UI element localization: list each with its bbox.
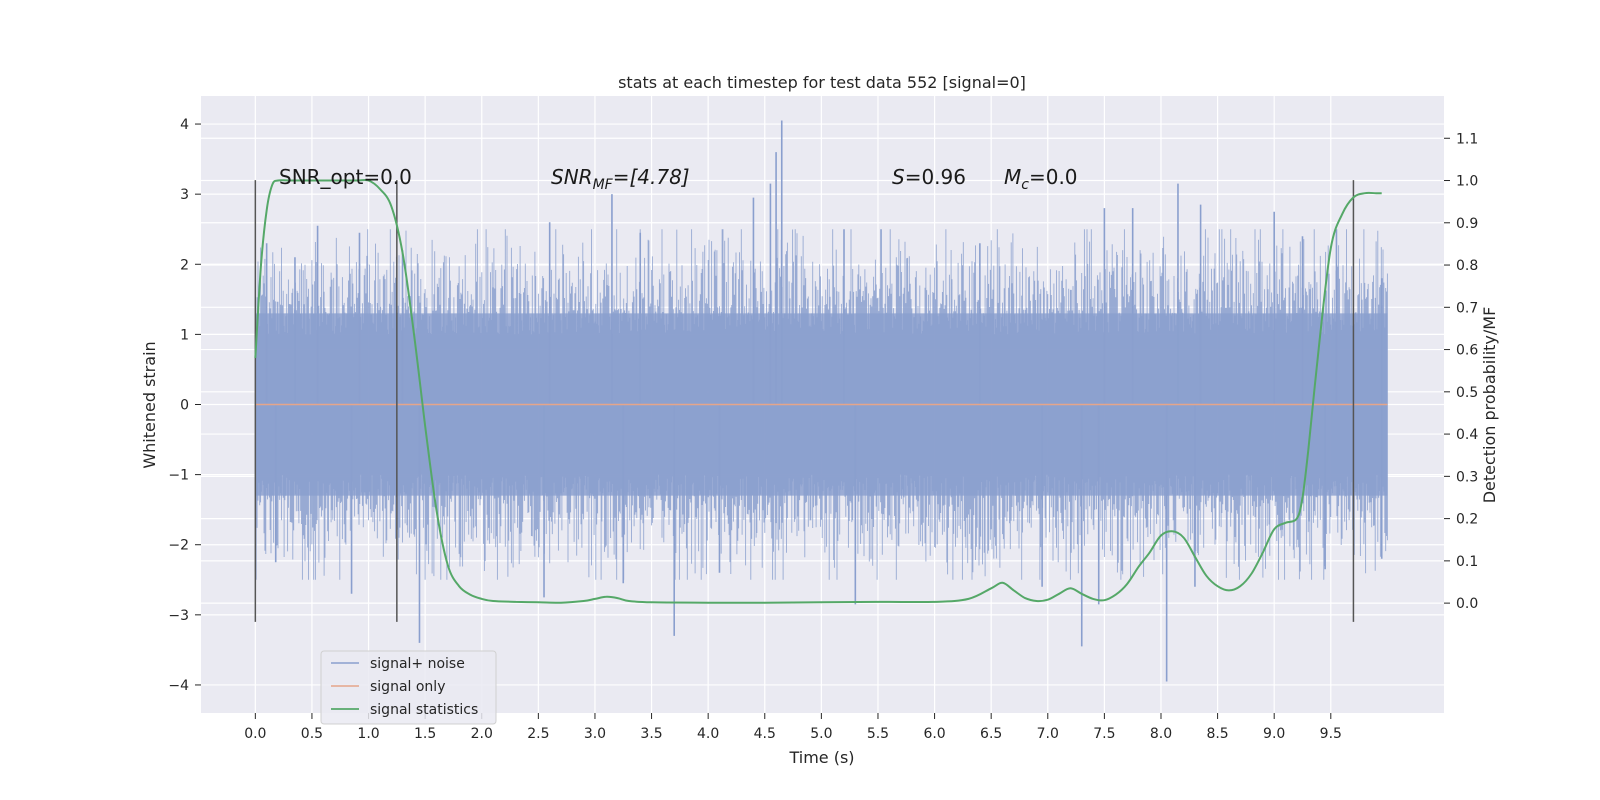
x-tick-label: 7.0	[1037, 726, 1059, 742]
annotation-s-value: =0.96	[905, 165, 966, 189]
stat-layer	[254, 178, 1382, 604]
x-tick-label: 1.5	[414, 726, 436, 742]
x-axis-label: Time (s)	[788, 748, 854, 767]
y-right-tick-label: 0.9	[1456, 216, 1478, 232]
chart-title: stats at each timestep for test data 552…	[618, 73, 1026, 92]
x-tick-label: 2.0	[471, 726, 493, 742]
x-tick-label: 3.5	[640, 726, 662, 742]
x-tick-label: 4.5	[754, 726, 776, 742]
y-axis-label: Whitened strain	[140, 341, 159, 468]
y-tick-label: −2	[168, 538, 189, 554]
y-right-tick-label: 0.6	[1456, 343, 1478, 359]
x-tick-label: 7.5	[1093, 726, 1115, 742]
y-tick-label: 1	[180, 327, 189, 343]
x-tick-label: 0.0	[244, 726, 266, 742]
annotation-snr-mf-symbol: SNR	[551, 165, 593, 189]
legend: signal+ noise signal only signal statist…	[320, 650, 497, 725]
annotation-s: S=0.96	[892, 165, 966, 189]
y-right-tick-label: 0.1	[1456, 554, 1478, 570]
x-tick-label: 9.5	[1320, 726, 1342, 742]
y-right-tick-label: 0.7	[1456, 300, 1478, 316]
x-tick-label: 2.5	[527, 726, 549, 742]
y-tick-label: 4	[180, 117, 189, 133]
y-tick-label: 0	[180, 398, 189, 414]
vline-layer	[254, 180, 1355, 622]
legend-label-signal-noise: signal+ noise	[370, 656, 465, 672]
y-right-tick-label: 0.4	[1456, 427, 1478, 443]
y-right-tick-label: 0.5	[1456, 385, 1478, 401]
y-right-tick-label: 0.2	[1456, 512, 1478, 528]
y-right-tick-label: 0.0	[1456, 596, 1478, 612]
annotation-snr-opt: SNR_opt=0.0	[279, 165, 412, 189]
y-right-tick-label: 0.3	[1456, 469, 1478, 485]
y-axis-right-label: Detection probability/MF	[1480, 307, 1499, 504]
y-right-tick-label: 1.1	[1456, 131, 1478, 147]
annotation-snr-mf-subscript: MF	[593, 177, 614, 193]
y-tick-label: 3	[180, 187, 189, 203]
annotation-snr-mf: SNRMF=[4.78]	[551, 165, 690, 193]
x-tick-label: 6.0	[923, 726, 945, 742]
y-right-tick-label: 1.0	[1456, 174, 1478, 190]
tick-layer: 0.0 0.5 1.0 1.5 2.0 2.5 3.0 3.5 4.0 4.5 5.0 5.5 6.0 6…	[168, 117, 1478, 742]
x-tick-label: 9.0	[1263, 726, 1285, 742]
legend-label-signal-statistics: signal statistics	[370, 702, 478, 718]
x-tick-label: 5.5	[867, 726, 889, 742]
legend-label-signal-only: signal only	[370, 679, 445, 695]
x-tick-label: 0.5	[301, 726, 323, 742]
annotation-mc-value: =0.0	[1029, 165, 1078, 189]
annotation-mc: Mc=0.0	[1004, 165, 1078, 193]
x-tick-label: 8.5	[1206, 726, 1228, 742]
x-tick-label: 4.0	[697, 726, 719, 742]
x-tick-label: 8.0	[1150, 726, 1172, 742]
annotation-mc-subscript: c	[1021, 177, 1029, 193]
annotation-mc-symbol: M	[1004, 165, 1021, 189]
annotation-s-symbol: S	[892, 165, 905, 189]
annotation-snr-mf-value: =[4.78]	[613, 165, 690, 189]
y-right-tick-label: 0.8	[1456, 258, 1478, 274]
x-tick-label: 6.5	[980, 726, 1002, 742]
x-tick-label: 1.0	[357, 726, 379, 742]
y-tick-label: −3	[168, 608, 189, 624]
y-tick-label: 2	[180, 257, 189, 273]
x-tick-label: 5.0	[810, 726, 832, 742]
y-tick-label: −4	[168, 678, 189, 694]
signal-statistics-line	[254, 178, 1382, 604]
x-tick-label: 3.0	[584, 726, 606, 742]
legend-box	[320, 650, 497, 725]
y-tick-label: −1	[168, 468, 189, 484]
